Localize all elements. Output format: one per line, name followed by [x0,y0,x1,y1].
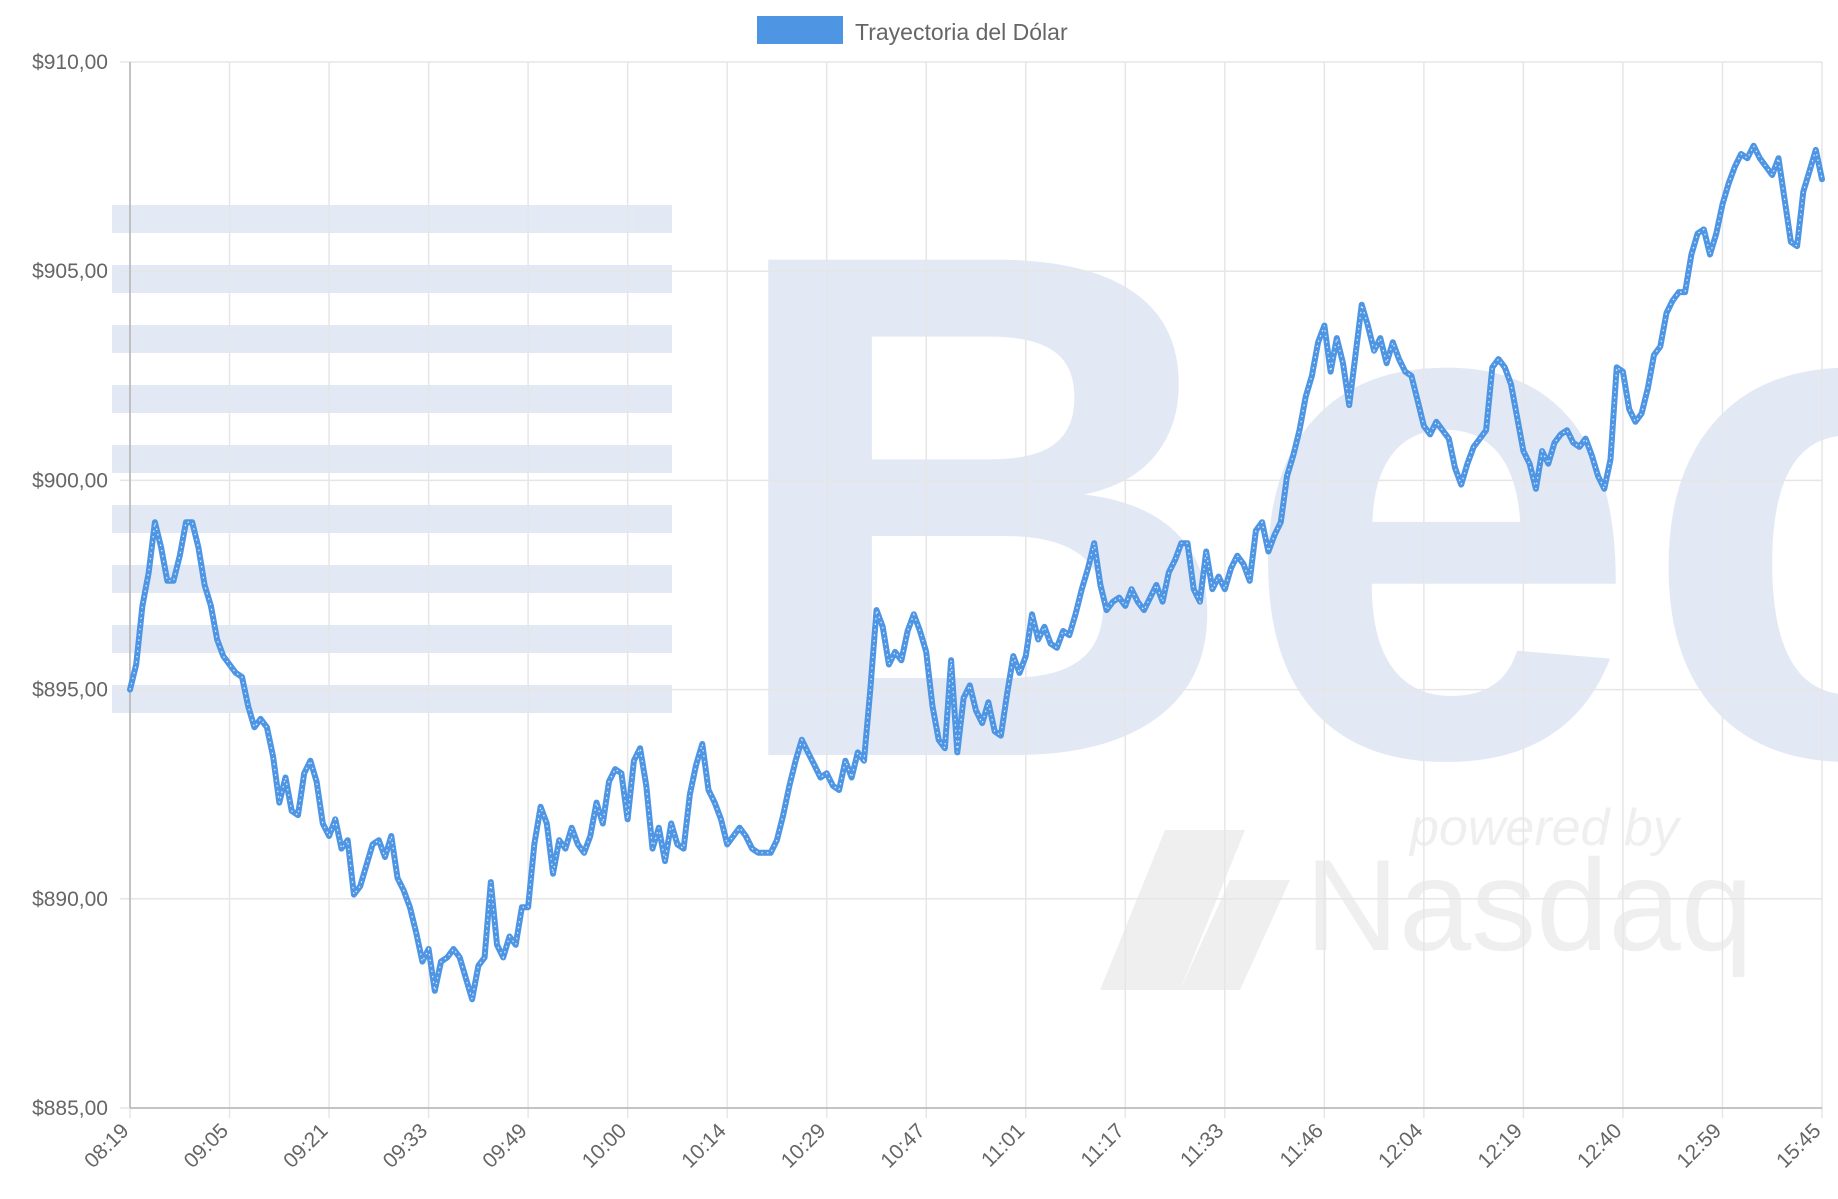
x-tick-label: 10:47 [876,1119,929,1172]
x-tick-label: 15:45 [1772,1119,1825,1172]
x-tick-label: 09:33 [379,1119,432,1172]
x-axis-tick-labels: 08:19 09:05 09:21 09:33 09:49 10:00 10:14 10:29… [80,1119,1825,1173]
x-tick-label: 10:14 [677,1119,731,1173]
x-tick-label: 12:19 [1474,1119,1527,1172]
y-axis-tick-labels: $910,00 $905,00 $900,00 $895,00 $890,00 $885,… [32,51,108,1120]
y-tick-label: $890,00 [32,888,108,911]
y-tick-label: $900,00 [32,469,108,492]
x-tick-label: 09:21 [279,1119,332,1172]
svg-text:powered by: powered by [1408,799,1682,857]
x-tick-label: 11:01 [977,1119,1029,1171]
y-tick-label: $905,00 [32,260,108,283]
x-tick-label: 12:04 [1374,1119,1428,1173]
x-tick-label: 09:49 [478,1119,531,1172]
x-tick-label: 11:17 [1077,1119,1129,1171]
legend-label: Trayectoria del Dólar [855,19,1068,45]
y-tick-label: $910,00 [32,51,108,74]
y-tick-label: $885,00 [32,1097,108,1120]
x-tick-label: 08:19 [80,1119,133,1172]
svg-text:Nasdaq: Nasdaq [1305,832,1753,978]
x-tick-label: 10:29 [777,1119,830,1172]
x-tick-label: 11:46 [1276,1119,1328,1171]
watermark-logo: Bec powered by Nasdaq [112,103,1838,990]
svg-text:Bec: Bec [720,103,1838,908]
x-tick-label: 11:33 [1176,1119,1228,1171]
x-tick-label: 10:00 [578,1119,631,1172]
legend-swatch [757,16,843,44]
legend[interactable]: Trayectoria del Dólar [757,16,1068,45]
x-tick-label: 12:59 [1673,1119,1726,1172]
x-tick-label: 12:40 [1573,1119,1626,1172]
y-tick-label: $895,00 [32,679,108,702]
axes [129,62,1822,1109]
x-tick-label: 09:05 [180,1119,233,1172]
series-line-dolar[interactable] [127,142,1825,1003]
series-layer [127,142,1825,1003]
